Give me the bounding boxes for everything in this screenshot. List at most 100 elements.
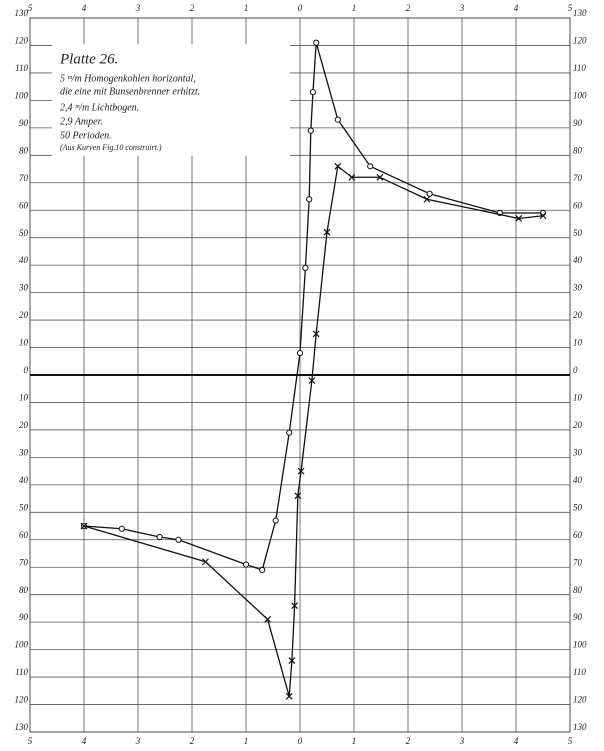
data-point [294, 492, 302, 500]
y-tick-label: 130 [573, 8, 587, 18]
y-tick-label: 120 [15, 36, 29, 46]
data-point [259, 566, 266, 574]
y-tick-label: 120 [15, 695, 29, 705]
y-tick-label: 50 [573, 228, 583, 238]
data-point [118, 525, 125, 532]
x-tick-label: 0 [298, 736, 303, 746]
y-tick-label: 20 [19, 310, 29, 320]
y-tick-label: 130 [15, 722, 29, 732]
data-point [515, 215, 523, 222]
y-tick-label: 70 [573, 557, 583, 567]
y-tick-label: 40 [19, 255, 29, 265]
data-point [175, 536, 182, 543]
y-tick-label: 100 [573, 90, 587, 100]
y-tick-label: 50 [573, 502, 583, 512]
y-tick-label: 30 [18, 283, 29, 293]
annotation: die eine mit Bunsenbrenner erhitzt. [60, 86, 200, 97]
y-tick-label: 120 [573, 695, 587, 705]
x-tick-label: 3 [459, 3, 465, 13]
y-tick-label: 90 [19, 612, 29, 622]
chart-title: Platte 26. [59, 51, 118, 67]
y-tick-label: 100 [15, 90, 29, 100]
y-tick-label: 80 [19, 585, 29, 595]
x-tick-label: 1 [244, 736, 249, 746]
data-point [323, 228, 331, 236]
x-tick-label: 2 [190, 736, 195, 746]
data-point [426, 190, 433, 197]
y-tick-label: 10 [19, 338, 29, 348]
data-point [367, 163, 374, 170]
data-point [348, 173, 356, 181]
y-tick-label: 110 [15, 63, 28, 73]
y-tick-label: 90 [573, 612, 583, 622]
x-tick-label: 5 [568, 736, 573, 746]
data-point [539, 212, 547, 220]
x-tick-label: 3 [135, 736, 141, 746]
y-tick-label: 100 [15, 640, 29, 650]
annotation: 50 Perioden. [60, 130, 112, 141]
x-tick-label: 1 [352, 3, 357, 13]
y-tick-label: 70 [19, 173, 29, 183]
y-tick-label: 90 [19, 118, 29, 128]
data-point [308, 377, 316, 384]
y-tick-label: 30 [18, 447, 29, 457]
y-tick-label: 110 [15, 667, 28, 677]
annotation: 5 ᵐ/m Homogenkohlen horizontal, [60, 73, 196, 84]
data-point [539, 209, 547, 217]
data-point [286, 429, 293, 436]
annotation: 2,4 ᵐ/m Lichtbogen. [60, 102, 139, 113]
y-tick-label: 110 [573, 63, 586, 73]
y-tick-label: 80 [19, 145, 29, 155]
data-point [285, 692, 293, 700]
data-point [272, 517, 279, 524]
data-point [242, 561, 250, 568]
y-tick-label: 60 [573, 200, 583, 210]
x-tick-label: 4 [514, 3, 519, 13]
y-tick-label: 40 [573, 255, 583, 265]
y-tick-label: 0 [24, 365, 29, 375]
y-tick-label: 130 [573, 722, 587, 732]
y-tick-label: 60 [19, 530, 29, 540]
y-tick-label: 60 [19, 200, 29, 210]
x-tick-label: 2 [190, 3, 195, 13]
x-tick-label: 1 [244, 3, 249, 13]
y-tick-label: 20 [573, 310, 583, 320]
data-point [334, 162, 342, 170]
data-point [302, 264, 309, 271]
x-tick-label: 1 [352, 736, 357, 746]
y-tick-label: 90 [573, 118, 583, 128]
data-point [306, 196, 313, 203]
x-tick-label: 4 [82, 736, 87, 746]
data-point [296, 349, 304, 357]
y-tick-label: 100 [573, 640, 587, 650]
annotation: (Aus Kurven Fig.10 construirt.) [60, 143, 162, 152]
x-tick-label: 4 [514, 736, 519, 746]
x-tick-label: 5 [568, 3, 573, 13]
x-tick-label: 2 [406, 736, 411, 746]
data-point [288, 657, 296, 665]
y-tick-label: 130 [15, 8, 29, 18]
y-tick-label: 80 [573, 145, 583, 155]
legend-box [52, 44, 290, 156]
y-tick-label: 80 [573, 585, 583, 595]
data-point [423, 195, 431, 203]
data-point [334, 116, 341, 123]
y-tick-label: 20 [19, 420, 29, 430]
y-tick-label: 0 [573, 365, 578, 375]
data-point [307, 127, 314, 134]
data-point [264, 615, 272, 623]
y-tick-label: 60 [573, 530, 583, 540]
x-tick-label: 2 [406, 3, 411, 13]
data-point [313, 39, 320, 46]
y-tick-label: 10 [573, 338, 583, 348]
x-tick-label: 3 [459, 736, 465, 746]
x-tick-label: 5 [28, 3, 33, 13]
data-point [156, 533, 163, 541]
annotation: 2,9 Amper. [60, 116, 103, 127]
y-tick-label: 10 [573, 393, 583, 403]
y-tick-label: 70 [573, 173, 583, 183]
data-point [297, 467, 305, 475]
data-point [309, 89, 317, 96]
x-tick-label: 0 [298, 3, 303, 13]
